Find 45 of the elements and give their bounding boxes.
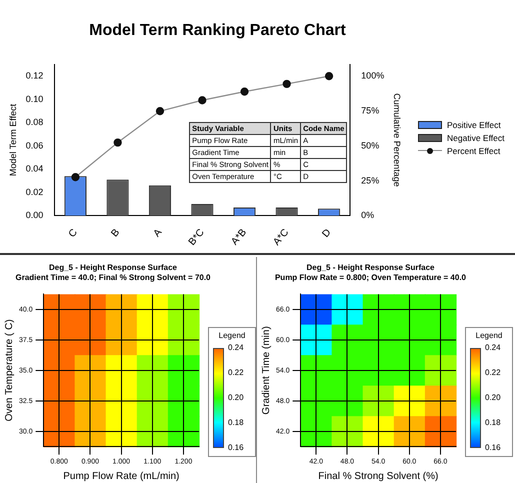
chart-title: Deg_5 - Height Response Surface	[48, 263, 178, 273]
x-tick-label: C	[66, 227, 80, 240]
y2-tick-label: 100%	[361, 70, 384, 81]
x-tick-label: A*B	[229, 226, 250, 248]
color-bar-label: 0.18	[228, 418, 244, 428]
color-bar-label: 0.22	[485, 368, 501, 378]
legend-title: Legend	[474, 331, 504, 340]
legend-label: Percent Effect	[447, 146, 500, 156]
y-axis-title: Gradient Time (min)	[260, 326, 272, 415]
color-bar-label: 0.18	[485, 418, 501, 428]
color-bar-label: 0.20	[485, 393, 501, 403]
y2-tick-label: 50%	[361, 140, 380, 150]
x-axis-title: Pump Flow Rate (mL/min)	[63, 470, 180, 482]
y2-tick-label: 25%	[361, 175, 380, 186]
legend-label: Negative Effect	[447, 132, 504, 142]
legend-title: Legend	[218, 331, 246, 340]
color-bar-label: 0.16	[228, 443, 244, 453]
chart-title: Model Term Ranking Pareto Chart	[88, 22, 347, 40]
y-tick-label: 0.06	[26, 140, 44, 150]
x-tick-label: A	[152, 226, 165, 240]
y-tick-label: 0.12	[26, 70, 44, 81]
color-bar-label: 0.20	[228, 393, 244, 403]
legend-label: Positive Effect	[447, 120, 501, 130]
x-tick-label: A*C	[271, 227, 292, 248]
x-tick-label: D	[320, 227, 334, 240]
chart-subtitle: Gradient Time = 40.0; Final % Strong Solvent = 70.0	[14, 273, 212, 283]
y2-axis-title: Cumulative Percentage	[392, 93, 402, 187]
x-tick-label: B	[109, 226, 122, 240]
color-bar-label: 0.24	[228, 343, 244, 353]
y-axis-title: Oven Temperature ( C)	[4, 319, 15, 422]
y-tick-label: 0.00	[26, 210, 44, 220]
y2-tick-label: 75%	[361, 105, 380, 116]
color-bar-label: 0.24	[485, 343, 501, 353]
y-tick-label: 0.10	[26, 94, 44, 104]
x-tick-label: B*C	[186, 227, 207, 248]
color-bar-label: 0.22	[228, 368, 244, 378]
y-tick-label: 0.04	[26, 164, 44, 174]
color-bar-label: 0.16	[485, 443, 501, 453]
y-tick-label: 0.02	[26, 186, 44, 197]
y-tick-label: 0.08	[26, 117, 44, 128]
y-axis-title: Model Term Effect	[8, 103, 18, 176]
x-axis-title: Final % Strong Solvent (%)	[318, 470, 438, 482]
chart-subtitle: Pump Flow Rate = 0.800; Oven Temperature = 40.0	[274, 273, 468, 283]
chart-title: Deg_5 - Height Response Surface	[305, 263, 436, 273]
y2-tick-label: 0%	[361, 210, 374, 220]
